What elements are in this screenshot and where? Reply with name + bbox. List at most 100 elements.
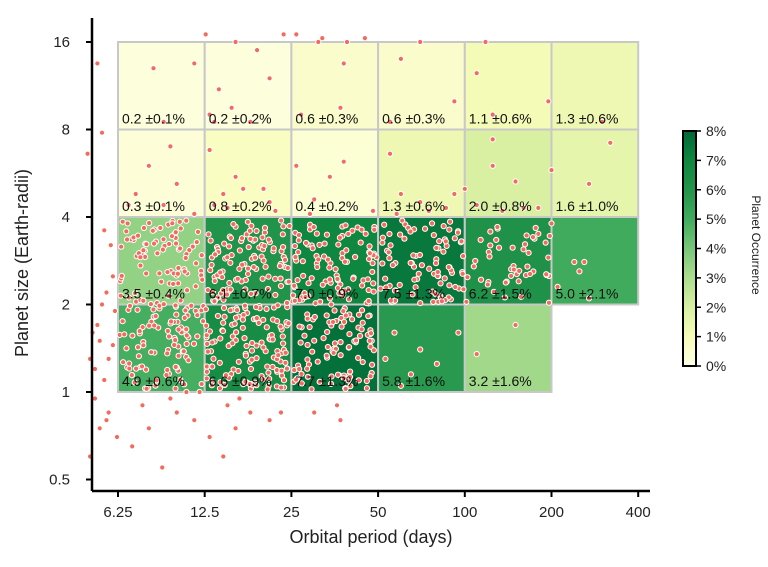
- planet-point: [158, 278, 165, 285]
- planet-point: [545, 254, 552, 261]
- planet-point: [437, 280, 444, 287]
- planet-point: [482, 38, 489, 46]
- planet-point: [107, 242, 114, 249]
- planet-point: [278, 384, 285, 391]
- planet-point: [336, 234, 343, 241]
- planet-point: [196, 388, 203, 396]
- planet-point: [241, 335, 248, 342]
- planet-point: [304, 373, 311, 380]
- planet-point: [397, 190, 405, 198]
- planet-point: [119, 318, 126, 325]
- planet-point: [328, 373, 335, 380]
- planet-point: [521, 241, 529, 248]
- planet-point: [308, 275, 315, 282]
- planet-point: [125, 294, 133, 301]
- planet-point: [227, 259, 234, 266]
- planet-point: [529, 234, 537, 241]
- planet-point: [283, 365, 291, 372]
- planet-point: [249, 339, 256, 347]
- planet-point: [317, 298, 324, 305]
- planet-point: [211, 118, 218, 125]
- planet-point: [358, 326, 365, 333]
- planet-point: [113, 433, 121, 441]
- planet-point: [338, 323, 345, 330]
- planet-point: [203, 332, 210, 339]
- planet-point: [341, 258, 349, 265]
- planet-point: [340, 375, 347, 382]
- planet-point: [165, 240, 173, 248]
- planet-point: [260, 316, 267, 323]
- cell-value-label: 7.0 ±0.9%: [295, 286, 358, 302]
- planet-point: [207, 237, 214, 244]
- planet-point: [281, 256, 289, 263]
- planet-point: [446, 282, 453, 289]
- planet-point: [264, 285, 272, 293]
- planet-point: [224, 204, 231, 211]
- planet-point: [463, 298, 470, 305]
- planet-point: [247, 365, 255, 373]
- planet-point: [84, 150, 91, 157]
- planet-point: [261, 224, 269, 231]
- planet-point: [385, 249, 392, 256]
- heatmap-cell: [550, 128, 640, 218]
- planet-point: [109, 341, 116, 349]
- planet-point: [145, 162, 152, 169]
- planet-point: [486, 253, 493, 260]
- planet-point: [172, 336, 179, 344]
- planet-point: [548, 166, 555, 174]
- planet-point: [440, 248, 447, 255]
- planet-point: [436, 238, 443, 245]
- planet-point: [345, 343, 353, 351]
- planet-points: [84, 31, 614, 471]
- planet-point: [121, 331, 128, 338]
- planet-point: [308, 386, 315, 393]
- colorbar-tick-label: 7%: [706, 152, 726, 168]
- planet-point: [135, 353, 142, 360]
- planet-point: [125, 201, 132, 209]
- planet-point: [274, 318, 281, 325]
- heatmap-cell: [463, 303, 553, 393]
- planet-point: [523, 232, 530, 239]
- cell-value-label: 0.4 ±0.2%: [295, 198, 358, 214]
- planet-point: [487, 228, 494, 235]
- cell-value-label: 0.6 ±0.3%: [295, 111, 358, 127]
- planet-point: [236, 395, 243, 402]
- planet-point: [123, 228, 130, 235]
- planet-point: [120, 359, 127, 366]
- planet-point: [109, 273, 116, 280]
- planet-point: [464, 274, 471, 281]
- planet-point: [512, 178, 519, 185]
- planet-point: [105, 409, 112, 416]
- planet-point: [248, 222, 255, 229]
- planet-point: [345, 296, 353, 303]
- planet-point: [311, 196, 318, 203]
- planet-point: [543, 271, 550, 278]
- cell-value-label: 1.6 ±1.0%: [556, 198, 619, 214]
- planet-point: [346, 330, 353, 338]
- planet-point: [153, 377, 160, 384]
- planet-point: [512, 321, 519, 329]
- planet-point: [386, 118, 394, 125]
- planet-point: [198, 252, 205, 259]
- planet-point: [188, 302, 195, 309]
- planet-point: [137, 254, 144, 261]
- planet-point: [118, 243, 125, 250]
- planet-point: [172, 385, 179, 392]
- planet-point: [585, 295, 593, 302]
- planet-point: [291, 282, 298, 289]
- planet-point: [253, 47, 261, 54]
- planet-point: [174, 270, 181, 277]
- planet-point: [203, 368, 210, 375]
- planet-point: [172, 363, 179, 370]
- planet-point: [136, 328, 143, 335]
- planet-point: [182, 254, 189, 262]
- planet-point: [160, 118, 167, 125]
- cell-value-label: 1.3 ±0.6%: [382, 198, 445, 214]
- planet-point: [203, 322, 210, 329]
- planet-point: [341, 318, 348, 325]
- planet-point: [272, 275, 279, 282]
- planet-point: [172, 302, 179, 309]
- planet-point: [417, 38, 424, 46]
- planet-point: [607, 139, 614, 146]
